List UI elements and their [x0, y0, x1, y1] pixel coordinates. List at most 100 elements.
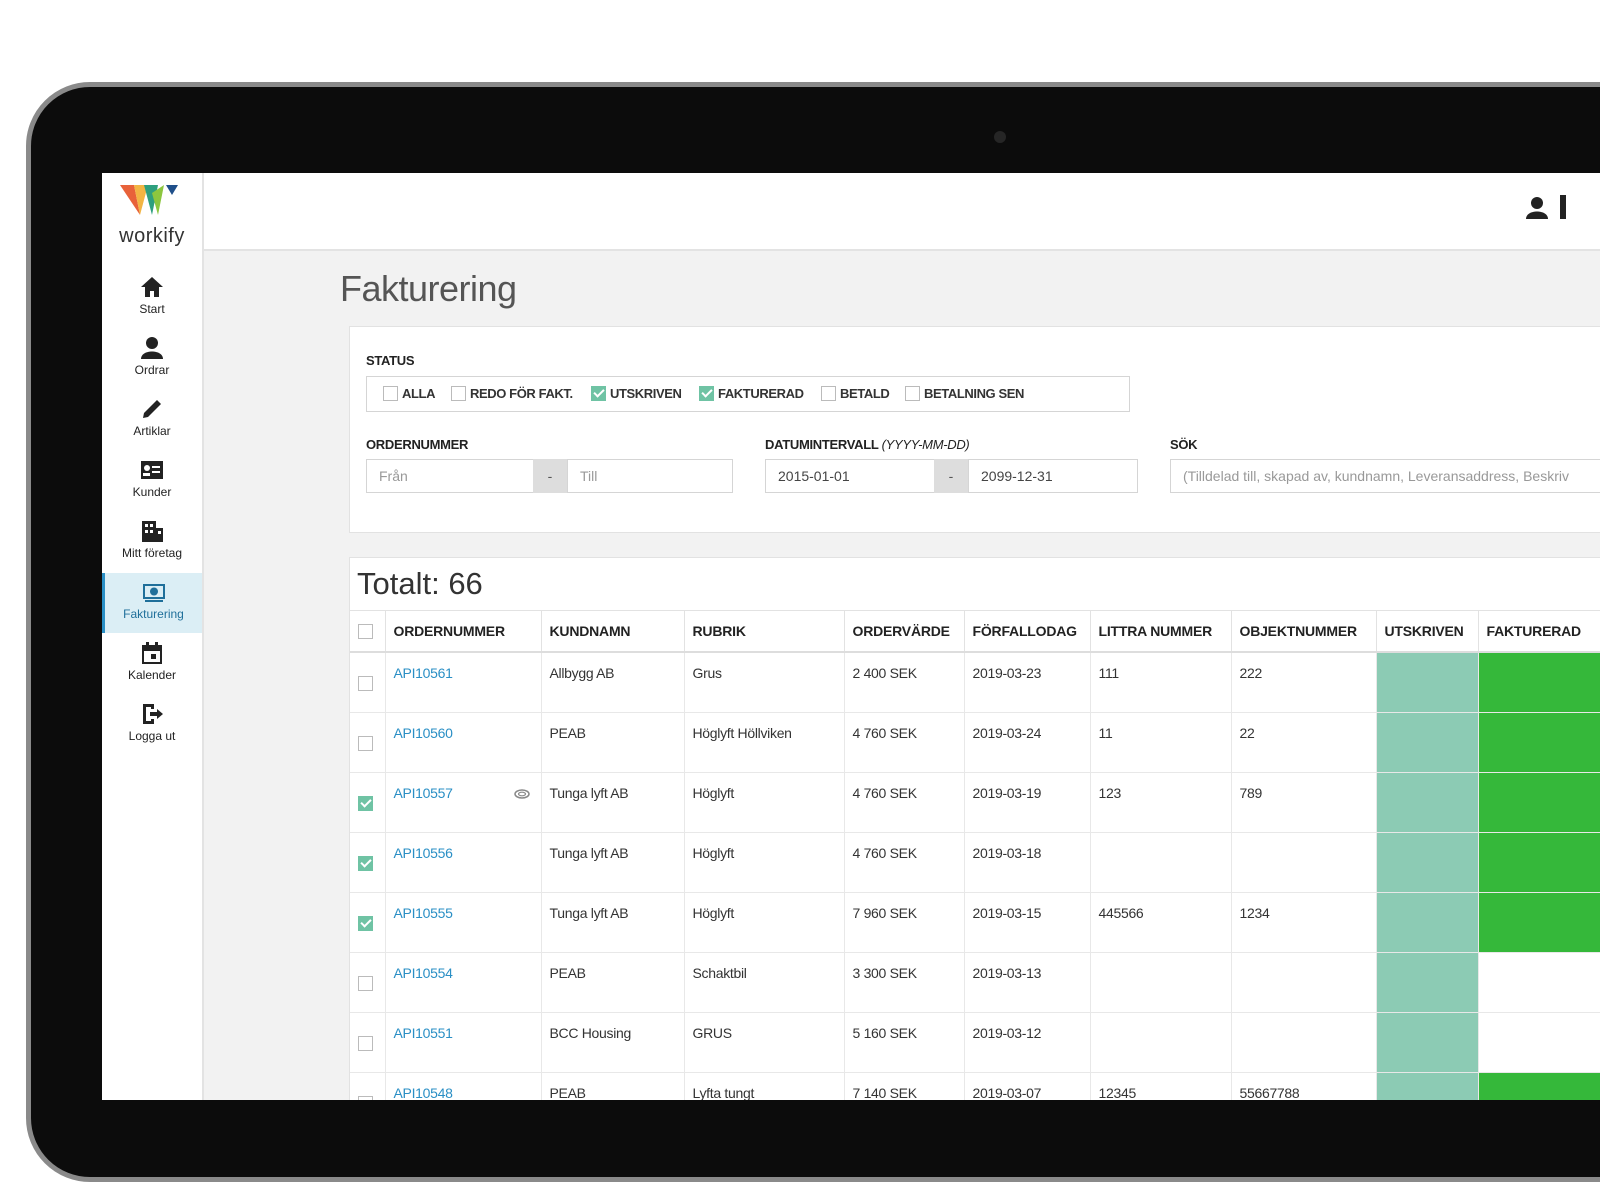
nav-item[interactable]: Logga ut — [102, 695, 202, 755]
date-from[interactable]: 2015-01-01 — [765, 459, 935, 493]
order-link[interactable]: API10555 — [393, 904, 453, 921]
order-link[interactable]: API10560 — [393, 724, 453, 741]
cell-text: 12345 — [1098, 1084, 1137, 1101]
table-cell — [1090, 832, 1232, 893]
nav-icon — [142, 584, 165, 602]
cell-text: 4 760 SEK — [852, 724, 918, 741]
nav-item[interactable]: Mitt företag — [102, 512, 202, 572]
checkbox[interactable] — [699, 386, 714, 401]
utskriven-cell — [1376, 1072, 1479, 1100]
table-row: API10561 Allbygg AB Grus 2 400 SEK 2019-03-2… — [350, 652, 1600, 713]
row-checkbox-cell — [350, 1012, 386, 1073]
attachment-icon[interactable] — [513, 788, 531, 800]
filter-panel: STATUS ALLA REDO FÖR FAKT. UTSKRIVEN FAKTUR… — [349, 326, 1600, 533]
nav-item[interactable]: Start — [102, 268, 202, 328]
nav-item[interactable]: Ordrar — [102, 329, 202, 389]
column-header[interactable]: FAKTURERAD — [1478, 610, 1600, 653]
table-cell: Grus — [684, 652, 845, 713]
checkbox[interactable] — [358, 624, 373, 639]
cell-text: 7 140 SEK — [852, 1084, 918, 1101]
table-row: API10555 Tunga lyft AB Höglyft 7 960 SEK 201… — [350, 892, 1600, 953]
sidebar: workify Start Ordrar Artiklar Kunder Mitt fö… — [102, 173, 204, 1100]
checkbox[interactable] — [358, 1095, 373, 1100]
table-cell: Schaktbil — [684, 952, 845, 1013]
utskriven-cell — [1376, 952, 1479, 1013]
column-header[interactable]: FÖRFALLODAG — [964, 610, 1091, 653]
checkbox[interactable] — [905, 386, 920, 401]
table-cell: 5 160 SEK — [844, 1012, 965, 1073]
utskriven-cell — [1376, 832, 1479, 893]
cell-text: Lyfta tungt — [692, 1084, 755, 1101]
table-cell: API10548 — [385, 1072, 542, 1101]
table-cell: API10560 — [385, 712, 542, 773]
range-separator: - — [934, 459, 968, 493]
fakturerad-cell — [1478, 892, 1600, 953]
status-option[interactable]: FAKTURERAD — [699, 386, 804, 401]
column-header[interactable]: RUBRIK — [684, 610, 845, 653]
user-icon[interactable] — [1524, 195, 1550, 221]
nav-item[interactable]: Fakturering — [102, 573, 202, 633]
order-list: Totalt: 66 ORDERNUMMER KUNDNAMN RUBRIK ORDE… — [349, 557, 1600, 1100]
column-header[interactable]: OBJEKTNUMMER — [1231, 610, 1377, 653]
table-cell: BCC Housing — [541, 1012, 685, 1073]
checkbox[interactable] — [358, 915, 373, 931]
checkbox[interactable] — [358, 1035, 373, 1051]
cell-text: Tunga lyft AB — [549, 904, 629, 921]
nav-item[interactable]: Kalender — [102, 634, 202, 694]
status-option[interactable]: REDO FÖR FAKT. — [451, 386, 573, 401]
column-header[interactable]: ORDERNUMMER — [385, 610, 542, 653]
status-option[interactable]: ALLA — [383, 386, 435, 401]
table-cell: 123 — [1090, 772, 1232, 833]
cell-text: 2019-03-23 — [972, 665, 1042, 681]
menu-edge[interactable] — [1560, 195, 1566, 219]
table-cell: API10561 — [385, 652, 542, 713]
column-header[interactable]: ORDERVÄRDE — [844, 610, 965, 653]
nav-label: Kunder — [132, 485, 172, 499]
fakturerad-cell — [1478, 712, 1600, 773]
table-cell: 2019-03-07 — [964, 1072, 1091, 1100]
status-option[interactable]: UTSKRIVEN — [591, 386, 682, 401]
checkbox[interactable] — [451, 386, 466, 401]
table-cell: Höglyft Höllviken — [684, 712, 845, 773]
nav-icon — [141, 461, 163, 479]
column-header[interactable]: UTSKRIVEN — [1376, 610, 1479, 653]
checkbox[interactable] — [358, 795, 373, 811]
checkbox[interactable] — [358, 676, 373, 691]
status-option[interactable]: BETALNING SEN — [905, 386, 1024, 401]
row-checkbox-cell — [350, 952, 386, 1013]
logo-mark — [120, 185, 178, 215]
table-cell: GRUS — [684, 1012, 845, 1073]
table-cell: 2019-03-15 — [964, 892, 1091, 953]
cell-text: 22 — [1239, 724, 1255, 741]
order-from[interactable]: Från — [366, 459, 534, 493]
cell-text: 2019-03-15 — [972, 904, 1042, 921]
fakturerad-cell — [1478, 1012, 1600, 1073]
checkbox[interactable] — [383, 386, 398, 401]
nav-item[interactable]: Kunder — [102, 451, 202, 511]
date-to[interactable]: 2099-12-31 — [968, 459, 1138, 493]
checkbox[interactable] — [591, 386, 606, 401]
fakturerad-cell — [1478, 832, 1600, 893]
nav-item[interactable]: Artiklar — [102, 390, 202, 450]
option-label: FAKTURERAD — [718, 386, 804, 401]
order-to[interactable]: Till — [567, 459, 733, 493]
column-header[interactable]: LITTRA NUMMER — [1090, 610, 1232, 653]
order-link[interactable]: API10554 — [393, 964, 453, 981]
search-input[interactable]: (Tilldelad till, skapad av, kundnamn, Le… — [1170, 459, 1600, 493]
table-cell: 2019-03-12 — [964, 1012, 1091, 1073]
column-header[interactable]: KUNDNAMN — [541, 610, 685, 653]
status-option[interactable]: BETALD — [821, 386, 890, 401]
checkbox[interactable] — [821, 386, 836, 401]
order-link[interactable]: API10561 — [393, 665, 453, 681]
order-link[interactable]: API10556 — [393, 844, 453, 861]
order-link[interactable]: API10551 — [393, 1024, 453, 1041]
order-link[interactable]: API10548 — [393, 1084, 453, 1101]
order-link[interactable]: API10557 — [393, 784, 453, 801]
nav-icon — [143, 704, 163, 724]
cell-text: BCC Housing — [549, 1024, 632, 1041]
checkbox[interactable] — [358, 735, 373, 751]
row-checkbox-cell — [350, 712, 386, 773]
checkbox[interactable] — [358, 975, 373, 991]
cell-text: 222 — [1239, 665, 1263, 681]
checkbox[interactable] — [358, 855, 373, 871]
